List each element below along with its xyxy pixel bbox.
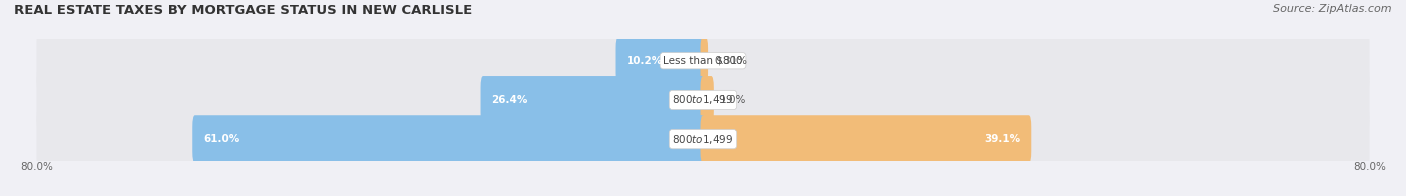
Text: $800 to $1,499: $800 to $1,499 xyxy=(672,93,734,106)
FancyBboxPatch shape xyxy=(37,103,1369,175)
Text: 61.0%: 61.0% xyxy=(202,134,239,144)
Text: Less than $800: Less than $800 xyxy=(664,56,742,66)
FancyBboxPatch shape xyxy=(700,76,714,124)
FancyBboxPatch shape xyxy=(700,115,1031,163)
Text: Source: ZipAtlas.com: Source: ZipAtlas.com xyxy=(1274,4,1392,14)
FancyBboxPatch shape xyxy=(37,25,1369,96)
Text: 10.2%: 10.2% xyxy=(626,56,662,66)
FancyBboxPatch shape xyxy=(700,37,709,85)
FancyBboxPatch shape xyxy=(481,76,706,124)
FancyBboxPatch shape xyxy=(37,64,1369,136)
Text: 26.4%: 26.4% xyxy=(491,95,527,105)
Text: 0.31%: 0.31% xyxy=(714,56,747,66)
FancyBboxPatch shape xyxy=(616,37,706,85)
FancyBboxPatch shape xyxy=(193,115,706,163)
Text: $800 to $1,499: $800 to $1,499 xyxy=(672,133,734,146)
Text: REAL ESTATE TAXES BY MORTGAGE STATUS IN NEW CARLISLE: REAL ESTATE TAXES BY MORTGAGE STATUS IN … xyxy=(14,4,472,17)
Text: 39.1%: 39.1% xyxy=(984,134,1021,144)
Text: 1.0%: 1.0% xyxy=(720,95,747,105)
